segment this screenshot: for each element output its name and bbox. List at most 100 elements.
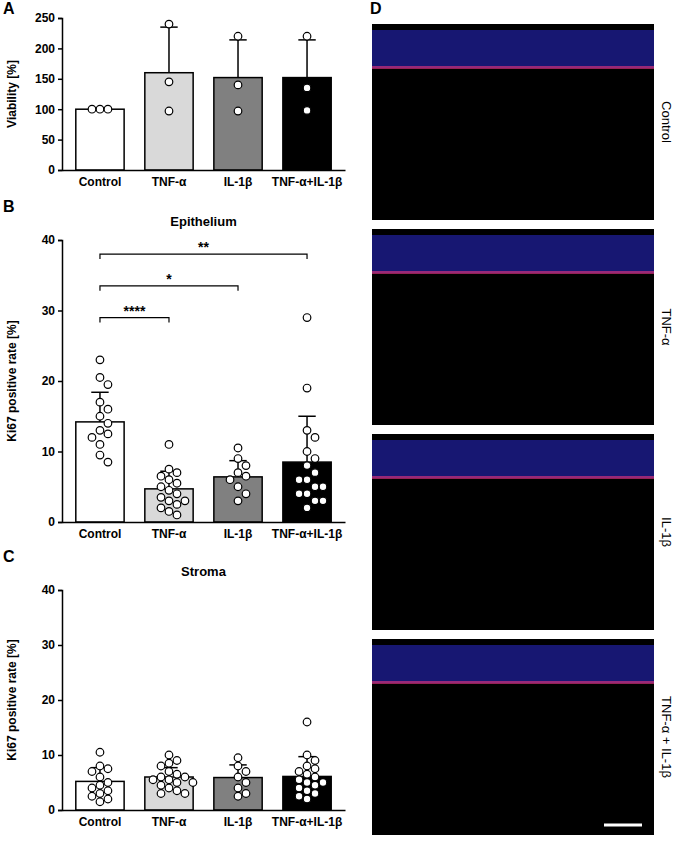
y-tick: 0 (48, 515, 62, 529)
data-point (96, 441, 104, 449)
y-axis-line (58, 19, 63, 171)
data-point (165, 759, 173, 767)
data-point (165, 508, 173, 516)
error-stem (237, 40, 239, 78)
data-point (295, 784, 303, 792)
data-point (189, 779, 197, 787)
data-point (303, 762, 311, 770)
y-tick: 20 (42, 693, 62, 707)
data-point (311, 773, 319, 781)
data-point (104, 787, 112, 795)
y-tick: 0 (48, 163, 62, 177)
y-tick-label: 30 (42, 304, 56, 318)
y-tick-label: 50 (42, 133, 56, 147)
data-point (226, 476, 234, 484)
data-point (173, 501, 181, 509)
error-stem (168, 27, 170, 73)
basal-layer (372, 66, 654, 69)
data-point (173, 770, 181, 778)
x-tick: Control (79, 815, 122, 829)
y-tick-label: 200 (35, 42, 55, 56)
data-point (104, 105, 112, 113)
micrograph (372, 639, 654, 835)
data-point (234, 107, 242, 115)
data-point (311, 497, 319, 505)
data-point (234, 754, 242, 762)
error-bar (229, 40, 246, 78)
data-point (311, 781, 319, 789)
x-tick: TNF-α (152, 175, 187, 189)
data-point (165, 497, 173, 505)
y-tick: 10 (42, 445, 62, 459)
data-point (157, 781, 165, 789)
x-tick: IL-1β (224, 527, 253, 541)
y-tick-mark (58, 18, 62, 20)
data-point (104, 779, 112, 787)
y-tick-label: 20 (42, 693, 56, 707)
data-point (96, 798, 104, 806)
y-tick-mark (58, 645, 62, 647)
y-tick-label: 100 (35, 103, 55, 117)
y-axis: 0 10 20 30 40 (42, 233, 63, 529)
y-tick-mark (58, 590, 62, 592)
y-tick-mark (58, 139, 62, 141)
data-point (242, 472, 250, 480)
data-point (234, 497, 242, 505)
data-point (104, 765, 112, 773)
data-point (173, 757, 181, 765)
data-point (88, 768, 96, 776)
x-tick: IL-1β (224, 815, 253, 829)
panel: BEpitheliumKi67 positive rate [%]0102030… (3, 198, 346, 541)
bar (283, 78, 331, 170)
data-point (311, 757, 319, 765)
data-point (303, 107, 311, 115)
y-tick: 50 (42, 133, 62, 147)
data-point (165, 784, 173, 792)
data-point (157, 762, 165, 770)
bar (145, 73, 193, 170)
y-tick: 30 (42, 304, 62, 318)
data-point (157, 483, 165, 491)
y-axis-title: Ki67 positive rate [%] (5, 320, 19, 441)
data-point (319, 497, 327, 505)
data-point (181, 773, 189, 781)
basal-layer (372, 271, 654, 274)
x-tick-label: IL-1β (224, 527, 253, 541)
y-tick-label: 40 (42, 233, 56, 247)
y-tick-label: 250 (35, 11, 55, 25)
x-axis-line (63, 810, 346, 812)
y-tick-label: 40 (42, 583, 56, 597)
micrograph (372, 434, 654, 630)
y-axis: 0 50 100 150 200 250 (35, 11, 63, 177)
panel-letter: D (370, 0, 382, 17)
y-axis-title: Ki67 positive rate [%] (5, 639, 19, 760)
y-tick-label: 10 (42, 748, 56, 762)
significance-label: ** (198, 239, 209, 255)
y-tick-label: 150 (35, 72, 55, 86)
data-point (295, 490, 303, 498)
data-point (311, 483, 319, 491)
data-point (165, 465, 173, 473)
data-point (96, 773, 104, 781)
y-axis-line (58, 591, 63, 811)
y-tick-mark (58, 755, 62, 757)
data-point (303, 770, 311, 778)
data-point (181, 790, 189, 798)
y-tick: 10 (42, 748, 62, 762)
x-tick-label: TNF-α+IL-1β (272, 175, 342, 189)
data-point (165, 20, 173, 28)
data-point (303, 32, 311, 40)
data-point (234, 81, 242, 89)
x-tick-label: TNF-α (152, 815, 187, 829)
image-label: TNF-α (659, 308, 674, 346)
bar (214, 778, 262, 810)
data-point (295, 792, 303, 800)
data-point (157, 773, 165, 781)
panel-letter: B (3, 198, 15, 215)
y-tick: 20 (42, 374, 62, 388)
data-point (234, 444, 242, 452)
data-point (242, 490, 250, 498)
data-point (96, 105, 104, 113)
data-point (173, 511, 181, 519)
data-point (303, 779, 311, 787)
